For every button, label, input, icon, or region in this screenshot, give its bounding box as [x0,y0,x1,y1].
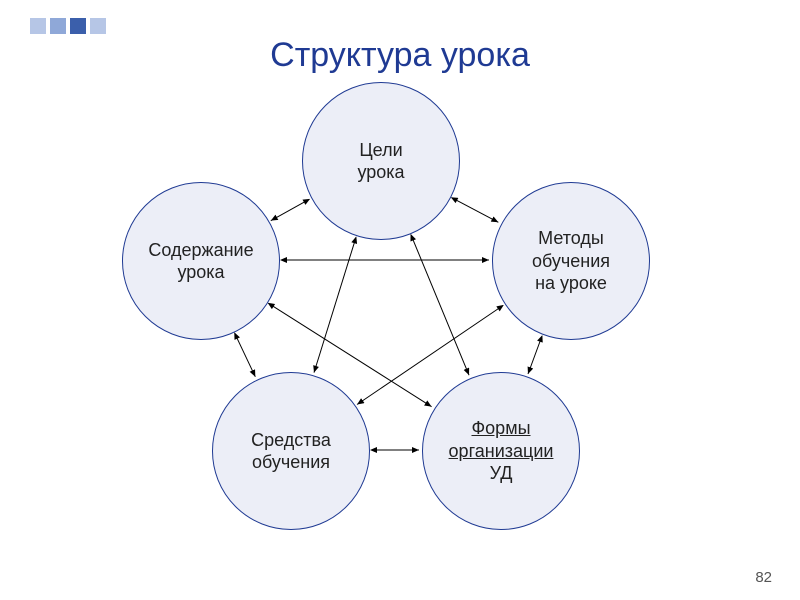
edge-methods-forms [528,336,542,374]
edge-goals-methods [452,198,499,223]
node-label-line: Содержание [148,239,253,262]
lesson-structure-diagram: ЦелиурокаСодержаниеурокаМетодыобученияна… [0,0,800,600]
edge-goals-forms [411,235,469,375]
node-label-line: Формы [471,417,530,440]
node-label-line: на уроке [535,272,607,295]
edge-goals-content [271,199,309,220]
node-label-line: обучения [252,451,330,474]
node-goals: Целиурока [302,82,460,240]
page-number: 82 [755,569,772,586]
node-label-line: обучения [532,250,610,273]
node-forms: ФормыорганизацииУД [422,372,580,530]
node-label-line: организации [449,440,554,463]
node-means: Средстваобучения [212,372,370,530]
node-label-line: Методы [538,227,604,250]
edge-goals-means [314,237,356,372]
node-label-line: урока [357,161,404,184]
edge-content-means [235,333,256,377]
node-label-line: Средства [251,429,331,452]
node-methods: Методыобученияна уроке [492,182,650,340]
node-content: Содержаниеурока [122,182,280,340]
node-label-line: УД [490,462,513,485]
node-label-line: урока [177,261,224,284]
node-label-line: Цели [359,139,402,162]
